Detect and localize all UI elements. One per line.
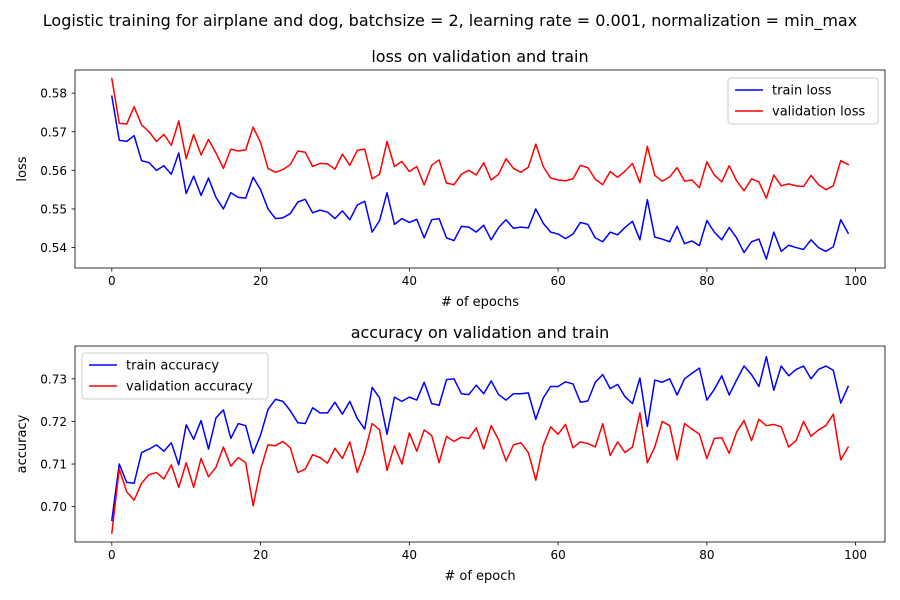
accuracy-xtick-label-80: 80	[699, 548, 714, 562]
loss-xtick-label-0: 0	[108, 274, 116, 288]
accuracy-ytick-label-0: 0.70	[40, 500, 67, 514]
accuracy-legend-box	[81, 352, 269, 400]
loss-legend-label-train-loss: train loss	[772, 84, 832, 99]
accuracy-xtick-label-100: 100	[844, 548, 867, 562]
accuracy-xtick-label-0: 0	[108, 548, 116, 562]
accuracy-axes-title: accuracy on validation and train	[351, 323, 610, 342]
loss-ytick-label-4: 0.58	[40, 87, 67, 101]
accuracy-xtick-label-20: 20	[253, 548, 268, 562]
accuracy-xtick-label-60: 60	[550, 548, 565, 562]
accuracy-series-train-accuracy	[110, 355, 850, 522]
loss-ytick-label-0: 0.54	[40, 241, 67, 255]
loss-xtick-label-60: 60	[550, 274, 565, 288]
loss-series-validation-loss	[110, 77, 850, 199]
accuracy-ytick-label-2: 0.72	[40, 415, 67, 429]
loss-legend-label-validation-loss: validation loss	[772, 105, 865, 120]
accuracy-ytick-label-1: 0.71	[40, 458, 67, 472]
loss-series-train-loss	[110, 95, 850, 260]
loss-legend: train loss validation loss	[727, 77, 879, 125]
accuracy-xlabel: # of epoch	[444, 569, 515, 584]
loss-legend-box	[727, 77, 879, 125]
loss-ytick-label-1: 0.55	[40, 202, 67, 216]
loss-ytick-label-3: 0.57	[40, 125, 67, 139]
figure-suptitle: Logistic training for airplane and dog, …	[43, 11, 857, 31]
accuracy-xtick-label-40: 40	[402, 548, 417, 562]
loss-ylabel: loss	[15, 156, 30, 181]
loss-ytick-label-2: 0.56	[40, 164, 67, 178]
loss-xlabel: # of epochs	[441, 295, 519, 310]
accuracy-series-validation-accuracy	[110, 412, 850, 534]
accuracy-axes: accuracy on validation and train 0 20 40 60…	[15, 323, 886, 584]
accuracy-legend-label-validation-accuracy: validation accuracy	[126, 380, 253, 395]
accuracy-legend-label-train-accuracy: train accuracy	[126, 359, 219, 374]
loss-axes-frame	[74, 69, 886, 269]
loss-xtick-label-40: 40	[402, 274, 417, 288]
loss-axes-title: loss on validation and train	[371, 47, 588, 66]
accuracy-ytick-label-3: 0.73	[40, 372, 67, 386]
accuracy-axes-frame	[74, 345, 886, 543]
loss-xtick-label-20: 20	[253, 274, 268, 288]
loss-axes: loss on validation and train 0 20 40 60 80 10…	[15, 47, 886, 310]
loss-xtick-label-100: 100	[844, 274, 867, 288]
accuracy-legend: train accuracy validation accuracy	[81, 352, 269, 400]
loss-xtick-label-80: 80	[699, 274, 714, 288]
accuracy-ylabel: accuracy	[15, 414, 30, 473]
